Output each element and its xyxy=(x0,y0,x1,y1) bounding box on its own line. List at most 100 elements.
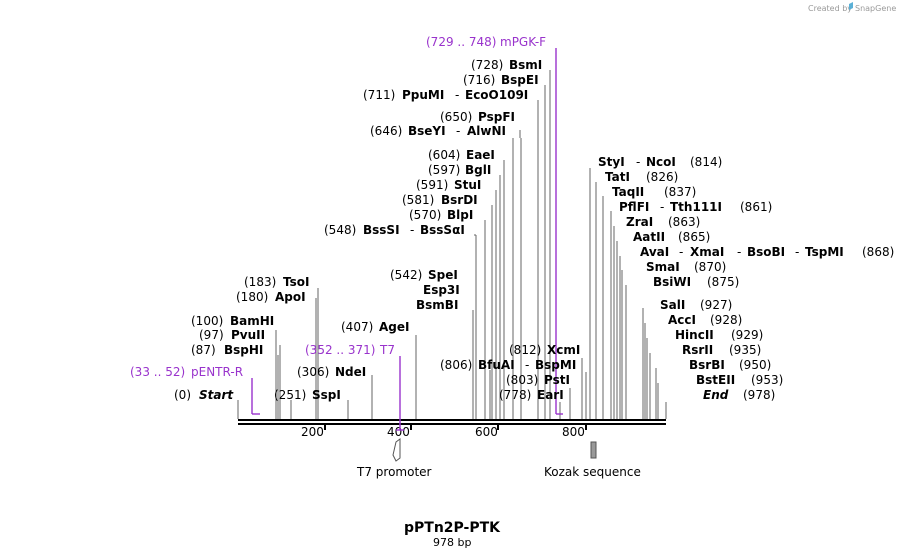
enzyme-label[interactable]: BamHI xyxy=(230,314,274,328)
site-pos: (875) xyxy=(707,275,739,289)
enzyme-label[interactable]: NcoI xyxy=(646,155,676,169)
enzyme-label[interactable]: StyI xyxy=(598,155,625,169)
enzyme-label[interactable]: Tth111I xyxy=(670,200,722,214)
site-pos: (814) xyxy=(690,155,722,169)
primer-t7-range: (352 .. 371) xyxy=(305,343,375,357)
primer-pentr-range: (33 .. 52) xyxy=(130,365,185,379)
brand-text: SnapGene xyxy=(855,4,896,13)
enzyme-label[interactable]: EcoO109I xyxy=(465,88,528,102)
kozak-sequence-box[interactable] xyxy=(590,441,597,459)
enzyme-label[interactable]: XmaI xyxy=(690,245,724,259)
enzyme-label[interactable]: BssSI xyxy=(363,223,400,237)
enzyme-label[interactable]: TspMI xyxy=(805,245,844,259)
primer-t7-name[interactable]: T7 xyxy=(379,343,395,357)
primer-mpgk-name[interactable]: mPGK-F xyxy=(500,35,546,49)
enzyme-label[interactable]: NdeI xyxy=(335,365,366,379)
scale-ticks xyxy=(324,424,587,430)
enzyme-label[interactable]: Esp3I xyxy=(423,283,460,297)
site-pos: (251) xyxy=(274,388,306,402)
enzyme-label[interactable]: BstEII xyxy=(696,373,735,387)
tick-label-400: 400 xyxy=(387,425,410,439)
enzyme-label[interactable]: BspEI xyxy=(501,73,539,87)
site-pos: (927) xyxy=(700,298,732,312)
site-pos: (548) xyxy=(324,223,356,237)
site-pos: (650) xyxy=(440,110,472,124)
site-pos: (868) xyxy=(862,245,894,259)
created-by-text: Created by xyxy=(808,4,852,13)
enzyme-label[interactable]: BsmI xyxy=(509,58,542,72)
enzyme-label[interactable]: PstI xyxy=(544,373,570,387)
enzyme-label[interactable]: BsrDI xyxy=(441,193,478,207)
site-pos: (953) xyxy=(751,373,783,387)
enzyme-label[interactable]: BsoBI xyxy=(747,245,785,259)
enzyme-label[interactable]: BssSαI xyxy=(420,223,465,237)
site-pos: (97) xyxy=(199,328,224,342)
primer-pentr-name[interactable]: pENTR-R xyxy=(191,365,243,379)
enzyme-label[interactable]: SmaI xyxy=(646,260,680,274)
enzyme-label[interactable]: TsoI xyxy=(283,275,309,289)
enzyme-sep: - xyxy=(455,88,459,102)
enzyme-sep: - xyxy=(660,200,664,214)
enzyme-label[interactable]: AlwNI xyxy=(467,124,506,138)
enzyme-label[interactable]: SpeI xyxy=(428,268,458,282)
enzyme-label[interactable]: TatI xyxy=(605,170,630,184)
enzyme-label[interactable]: PpuMI xyxy=(402,88,444,102)
enzyme-label[interactable]: BglI xyxy=(465,163,491,177)
site-pos: (812) xyxy=(509,343,541,357)
t7-promoter-arrow-icon[interactable] xyxy=(392,438,401,462)
enzyme-sep: - xyxy=(525,358,529,372)
enzyme-label[interactable]: EaeI xyxy=(466,148,495,162)
enzyme-label[interactable]: AvaI xyxy=(640,245,669,259)
enzyme-label[interactable]: BlpI xyxy=(447,208,473,222)
site-pos: (306) xyxy=(297,365,329,379)
enzyme-sep: - xyxy=(636,155,640,169)
enzyme-label[interactable]: EarI xyxy=(537,388,564,402)
site-pos: (542) xyxy=(390,268,422,282)
site-pos: (865) xyxy=(678,230,710,244)
start-label[interactable]: Start xyxy=(199,388,234,402)
enzyme-label[interactable]: BfuAI xyxy=(478,358,515,372)
site-pos: (837) xyxy=(664,185,696,199)
enzyme-sep: - xyxy=(737,245,741,259)
enzyme-label[interactable]: PvuII xyxy=(231,328,265,342)
enzyme-label[interactable]: AccI xyxy=(668,313,696,327)
enzyme-label[interactable]: ZraI xyxy=(626,215,653,229)
enzyme-sep: - xyxy=(410,223,414,237)
enzyme-label[interactable]: AgeI xyxy=(379,320,409,334)
enzyme-label[interactable]: ApoI xyxy=(275,290,306,304)
site-pos: (950) xyxy=(739,358,771,372)
enzyme-label[interactable]: PspFI xyxy=(478,110,515,124)
site-pos: (861) xyxy=(740,200,772,214)
enzyme-label[interactable]: BsiWI xyxy=(653,275,691,289)
site-pos: (870) xyxy=(694,260,726,274)
tick-label-800: 800 xyxy=(562,425,585,439)
enzyme-label[interactable]: BsrBI xyxy=(689,358,725,372)
enzyme-label[interactable]: HincII xyxy=(675,328,714,342)
enzyme-label[interactable]: BspHI xyxy=(224,343,263,357)
site-pos: (803) xyxy=(506,373,538,387)
enzyme-label[interactable]: StuI xyxy=(454,178,481,192)
enzyme-label[interactable]: AatII xyxy=(633,230,665,244)
end-label[interactable]: End xyxy=(703,388,729,402)
enzyme-label[interactable]: SspI xyxy=(312,388,341,402)
site-pos: (0) xyxy=(174,388,191,402)
primer-lines xyxy=(251,48,563,431)
enzyme-sep: - xyxy=(456,124,460,138)
site-pos: (711) xyxy=(363,88,395,102)
site-pos: (863) xyxy=(668,215,700,229)
site-pos: (716) xyxy=(463,73,495,87)
site-pos: (646) xyxy=(370,124,402,138)
site-pos: (183) xyxy=(244,275,276,289)
site-pos: (978) xyxy=(743,388,775,402)
enzyme-label[interactable]: TaqII xyxy=(612,185,644,199)
enzyme-label[interactable]: RsrII xyxy=(682,343,713,357)
enzyme-label[interactable]: BseYI xyxy=(408,124,446,138)
enzyme-label[interactable]: SalI xyxy=(660,298,685,312)
enzyme-label[interactable]: BsmBI xyxy=(416,298,458,312)
enzyme-label[interactable]: XcmI xyxy=(547,343,580,357)
enzyme-label[interactable]: PflFI xyxy=(619,200,649,214)
site-pos: (826) xyxy=(646,170,678,184)
site-pos: (597) xyxy=(428,163,460,177)
enzyme-label[interactable]: BspMI xyxy=(535,358,576,372)
